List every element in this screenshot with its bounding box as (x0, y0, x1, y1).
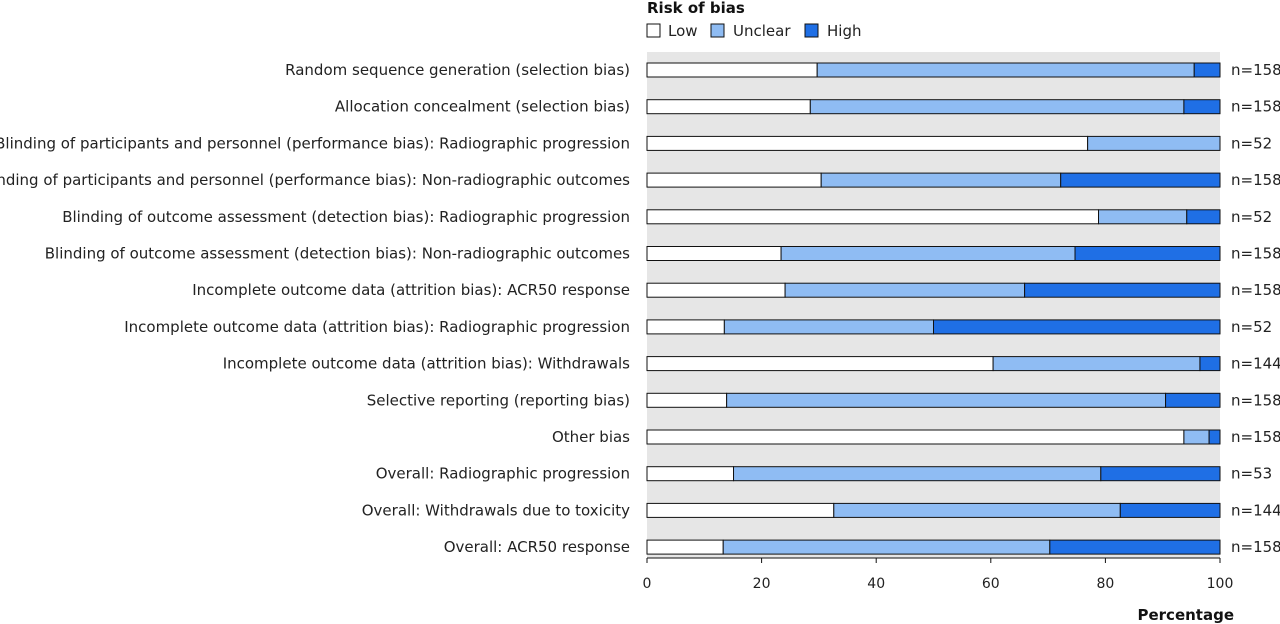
n-label: n=158 (1231, 245, 1280, 263)
n-label: n=144 (1231, 501, 1280, 519)
bar-segment-high (1024, 282, 1221, 298)
bar-segment-low (646, 539, 724, 555)
category-label: Incomplete outcome data (attrition bias)… (223, 355, 630, 373)
bar-segment-high (1100, 466, 1221, 482)
category-label: Allocation concealment (selection bias) (335, 98, 630, 116)
bar-segment-unclear (992, 356, 1201, 372)
legend-label-low: Low (668, 22, 698, 40)
bar-segment-unclear (833, 502, 1121, 518)
bar-segment-unclear (1183, 429, 1210, 445)
n-label: n=52 (1231, 318, 1272, 336)
x-axis-title: Percentage (1137, 606, 1234, 624)
bar-segment-low (646, 172, 822, 188)
bar-segment-unclear (820, 172, 1062, 188)
bar-segment-unclear (1087, 135, 1221, 151)
legend: Risk of bias Low Unclear High (646, 0, 861, 40)
n-label: n=158 (1231, 61, 1280, 79)
bar-segment-high (1199, 356, 1221, 372)
legend-swatch-unclear (710, 23, 725, 38)
category-label: Other bias (552, 428, 630, 446)
n-label: n=158 (1231, 538, 1280, 556)
bar-segment-unclear (784, 282, 1026, 298)
x-tick-label: 40 (867, 576, 885, 592)
bar-segment-unclear (809, 99, 1185, 115)
bar-segment-low (646, 319, 725, 335)
bar-segment-low (646, 356, 994, 372)
category-label: Blinding of outcome assessment (detectio… (45, 245, 630, 263)
bar-segment-low (646, 282, 786, 298)
x-tick-label: 0 (643, 576, 652, 592)
bar-segment-high (1193, 62, 1221, 78)
n-label: n=158 (1231, 391, 1280, 409)
x-tick-label: 20 (753, 576, 771, 592)
n-label: n=158 (1231, 98, 1280, 116)
x-tick-label: 60 (982, 576, 1000, 592)
bar-segment-low (646, 502, 835, 518)
category-label: Overall: ACR50 response (444, 538, 630, 556)
n-label: n=144 (1231, 355, 1280, 373)
bar-segment-high (1060, 172, 1221, 188)
category-label: Incomplete outcome data (attrition bias)… (124, 318, 630, 336)
bar-segment-high (1049, 539, 1221, 555)
bar-segment-unclear (733, 466, 1102, 482)
x-tick-label: 100 (1207, 576, 1234, 592)
x-tick-label: 80 (1096, 576, 1114, 592)
legend-label-high: High (827, 22, 861, 40)
bar-segment-low (646, 246, 782, 261)
bar-segment-low (646, 429, 1185, 445)
category-label: Overall: Withdrawals due to toxicity (362, 501, 630, 519)
n-label: n=52 (1231, 208, 1272, 226)
legend-swatch-low (646, 23, 661, 38)
bar-segment-high (1183, 99, 1221, 115)
bar-segment-unclear (780, 246, 1076, 261)
bar-segment-unclear (726, 392, 1167, 408)
bar-segment-high (1074, 246, 1221, 261)
category-label: Random sequence generation (selection bi… (285, 61, 630, 79)
category-label: Blinding of participants and personnel (… (0, 171, 630, 189)
bar-segment-unclear (1098, 209, 1188, 225)
bar-segment-high (1208, 429, 1221, 445)
bar-segment-low (646, 135, 1089, 151)
bar-segment-high (933, 319, 1221, 335)
category-label: Blinding of participants and personnel (… (0, 134, 630, 152)
n-label: n=53 (1231, 465, 1272, 483)
bar-segment-low (646, 209, 1100, 225)
bar-segment-unclear (816, 62, 1195, 78)
n-label: n=158 (1231, 428, 1280, 446)
bar-segment-low (646, 466, 735, 482)
category-label: Selective reporting (reporting bias) (367, 391, 630, 409)
category-label: Overall: Radiographic progression (376, 465, 630, 483)
bar-segment-low (646, 392, 728, 408)
category-label: Incomplete outcome data (attrition bias)… (192, 281, 630, 299)
n-label: n=158 (1231, 281, 1280, 299)
n-label: n=52 (1231, 134, 1272, 152)
plot-background (647, 52, 1220, 558)
n-label: n=158 (1231, 171, 1280, 189)
legend-title: Risk of bias (647, 0, 745, 17)
bar-segment-unclear (723, 319, 934, 335)
bar-segment-unclear (722, 539, 1051, 555)
category-label: Blinding of outcome assessment (detectio… (62, 208, 630, 226)
bar-segment-high (1165, 392, 1221, 408)
bar-segment-high (1186, 209, 1221, 225)
plot-area: Random sequence generation (selection bi… (0, 52, 1280, 592)
legend-label-unclear: Unclear (733, 22, 791, 40)
bar-segment-high (1119, 502, 1221, 518)
bar-segment-low (646, 99, 811, 115)
legend-swatch-high (804, 23, 819, 38)
bar-segment-low (646, 62, 818, 78)
